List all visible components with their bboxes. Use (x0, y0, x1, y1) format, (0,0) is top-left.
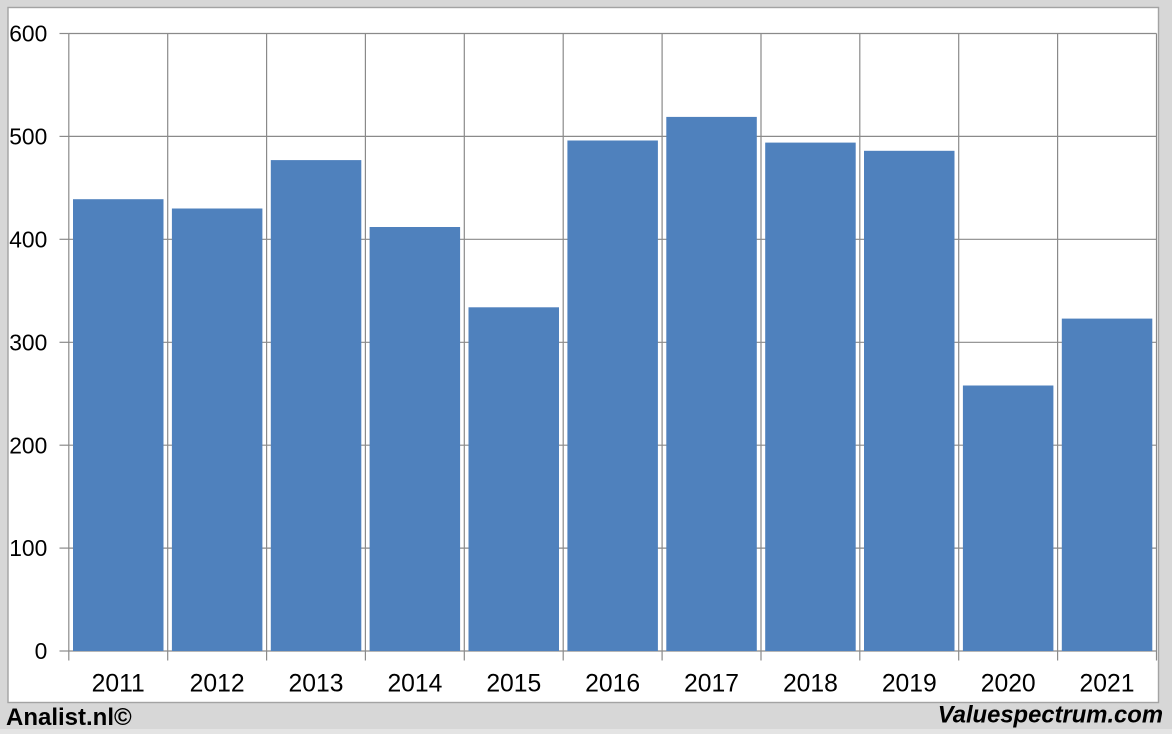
svg-text:Valuespectrum.com: Valuespectrum.com (938, 702, 1163, 729)
svg-text:Analist.nl©: Analist.nl© (6, 704, 132, 731)
svg-text:2020: 2020 (981, 671, 1036, 698)
svg-text:500: 500 (9, 124, 47, 150)
svg-text:2019: 2019 (882, 671, 937, 698)
svg-text:300: 300 (9, 329, 47, 355)
svg-text:2012: 2012 (190, 671, 245, 698)
svg-text:2021: 2021 (1080, 671, 1135, 698)
svg-text:100: 100 (9, 535, 47, 561)
svg-text:400: 400 (9, 226, 47, 252)
svg-text:2017: 2017 (684, 671, 739, 698)
svg-text:2016: 2016 (585, 671, 640, 698)
svg-text:2013: 2013 (289, 671, 344, 698)
svg-text:2015: 2015 (486, 671, 541, 698)
svg-text:2011: 2011 (92, 671, 145, 698)
svg-text:2014: 2014 (387, 671, 442, 698)
svg-text:0: 0 (35, 638, 48, 664)
svg-text:2018: 2018 (783, 671, 838, 698)
svg-text:600: 600 (9, 21, 47, 47)
svg-text:200: 200 (9, 432, 47, 458)
